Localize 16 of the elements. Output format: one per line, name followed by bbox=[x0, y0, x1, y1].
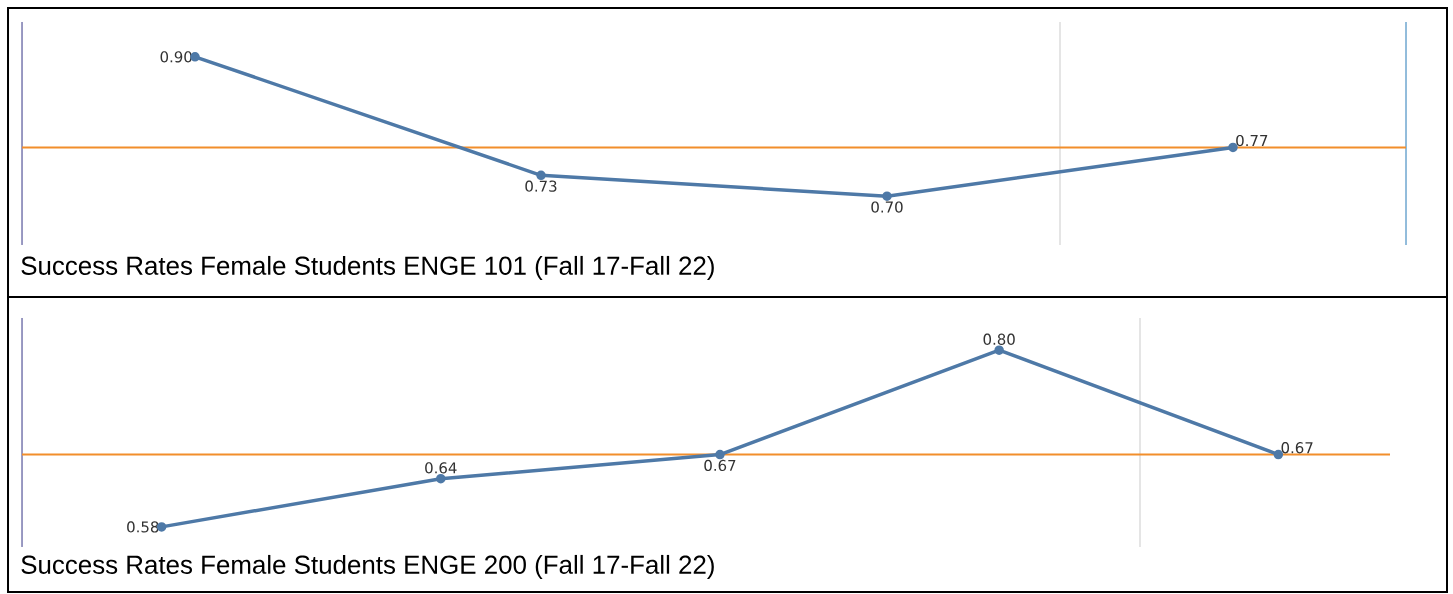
point bbox=[536, 170, 546, 181]
data-label: 0.70 bbox=[871, 201, 903, 213]
data-label: 0.77 bbox=[1236, 134, 1268, 147]
point bbox=[994, 345, 1004, 355]
data-label: 0.73 bbox=[525, 180, 557, 192]
data-label: 0.67 bbox=[1281, 442, 1313, 454]
point bbox=[715, 449, 725, 460]
data-label: 0.80 bbox=[983, 333, 1015, 345]
text: Success Rates Female Students ENGE 200 (Fall 17-Fall 22) bbox=[21, 554, 714, 580]
data-label: 0.58 bbox=[127, 521, 159, 533]
point bbox=[436, 473, 446, 484]
data-label: 0.67 bbox=[704, 459, 736, 472]
point bbox=[1228, 142, 1238, 153]
point bbox=[882, 191, 892, 201]
data-label: 0.64 bbox=[425, 462, 457, 474]
text: Success Rates Female Students ENGE 101 (Fall 17-Fall 22) bbox=[21, 255, 714, 281]
